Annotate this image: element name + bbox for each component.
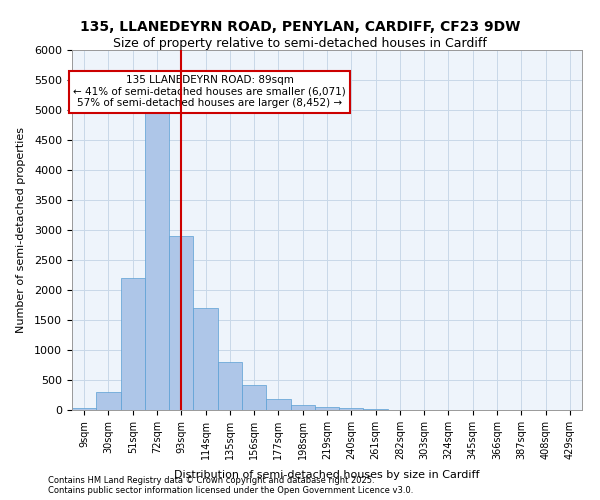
Bar	[242, 385, 266, 410]
Text: Contains public sector information licensed under the Open Government Licence v3: Contains public sector information licen…	[48, 486, 413, 495]
Text: 135 LLANEDEYRN ROAD: 89sqm
← 41% of semi-detached houses are smaller (6,071)
57%: 135 LLANEDEYRN ROAD: 89sqm ← 41% of semi…	[73, 75, 346, 108]
Text: Contains HM Land Registry data © Crown copyright and database right 2025.: Contains HM Land Registry data © Crown c…	[48, 476, 374, 485]
Text: Size of property relative to semi-detached houses in Cardiff: Size of property relative to semi-detach…	[113, 38, 487, 51]
Bar	[121, 278, 145, 410]
Bar	[218, 362, 242, 410]
Bar	[339, 408, 364, 410]
Bar	[72, 408, 96, 410]
Bar	[96, 392, 121, 410]
Bar	[266, 399, 290, 410]
Bar	[145, 113, 169, 410]
Bar	[364, 409, 388, 410]
Bar	[290, 404, 315, 410]
Bar	[169, 236, 193, 410]
X-axis label: Distribution of semi-detached houses by size in Cardiff: Distribution of semi-detached houses by …	[174, 470, 480, 480]
Bar	[193, 308, 218, 410]
Y-axis label: Number of semi-detached properties: Number of semi-detached properties	[16, 127, 26, 333]
Text: 135, LLANEDEYRN ROAD, PENYLAN, CARDIFF, CF23 9DW: 135, LLANEDEYRN ROAD, PENYLAN, CARDIFF, …	[80, 20, 520, 34]
Bar	[315, 407, 339, 410]
